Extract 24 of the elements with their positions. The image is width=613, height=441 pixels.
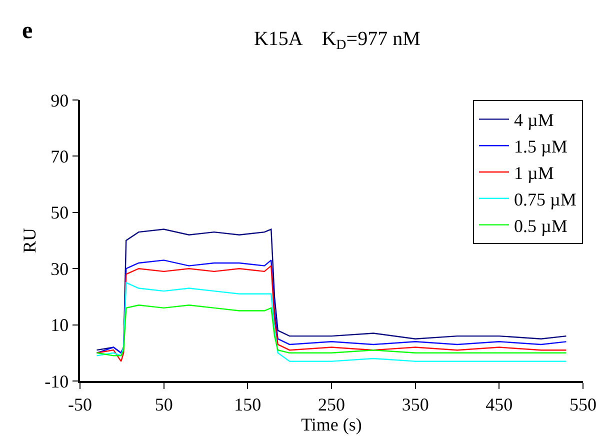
x-tick-label: 450: [486, 394, 513, 414]
text: e: [22, 18, 33, 44]
legend-label: 0.5 µM: [514, 216, 568, 236]
y-tick-label: -10: [44, 371, 69, 392]
y-tick-label: 30: [50, 258, 69, 279]
y-tick-label: 90: [50, 90, 69, 110]
legend-label: 0.75 µM: [514, 189, 576, 210]
line-series: [96, 282, 567, 362]
chart-title: K15A K$_{D}$=977 nM: [254, 28, 421, 54]
y-tick-label: 70: [50, 146, 69, 166]
x-tick-label: -50: [68, 394, 92, 414]
x-tick-label: 350: [402, 394, 429, 414]
line-series: [96, 304, 567, 356]
x-tick-label: 550: [570, 394, 596, 414]
legend-label: 1 µM: [514, 163, 554, 184]
x-tick-label: 150: [234, 394, 262, 414]
x-axis-title: Time (s): [301, 414, 362, 434]
y-tick-label: 10: [50, 315, 69, 336]
legend-label: 4 µM: [514, 110, 554, 130]
legend-label: 1.5 µM: [514, 136, 568, 157]
x-tick-label: 50: [154, 394, 173, 414]
x-tick-label: 250: [318, 394, 345, 414]
y-tick-label: 50: [50, 202, 69, 223]
y-axis-title: RU: [19, 228, 40, 254]
